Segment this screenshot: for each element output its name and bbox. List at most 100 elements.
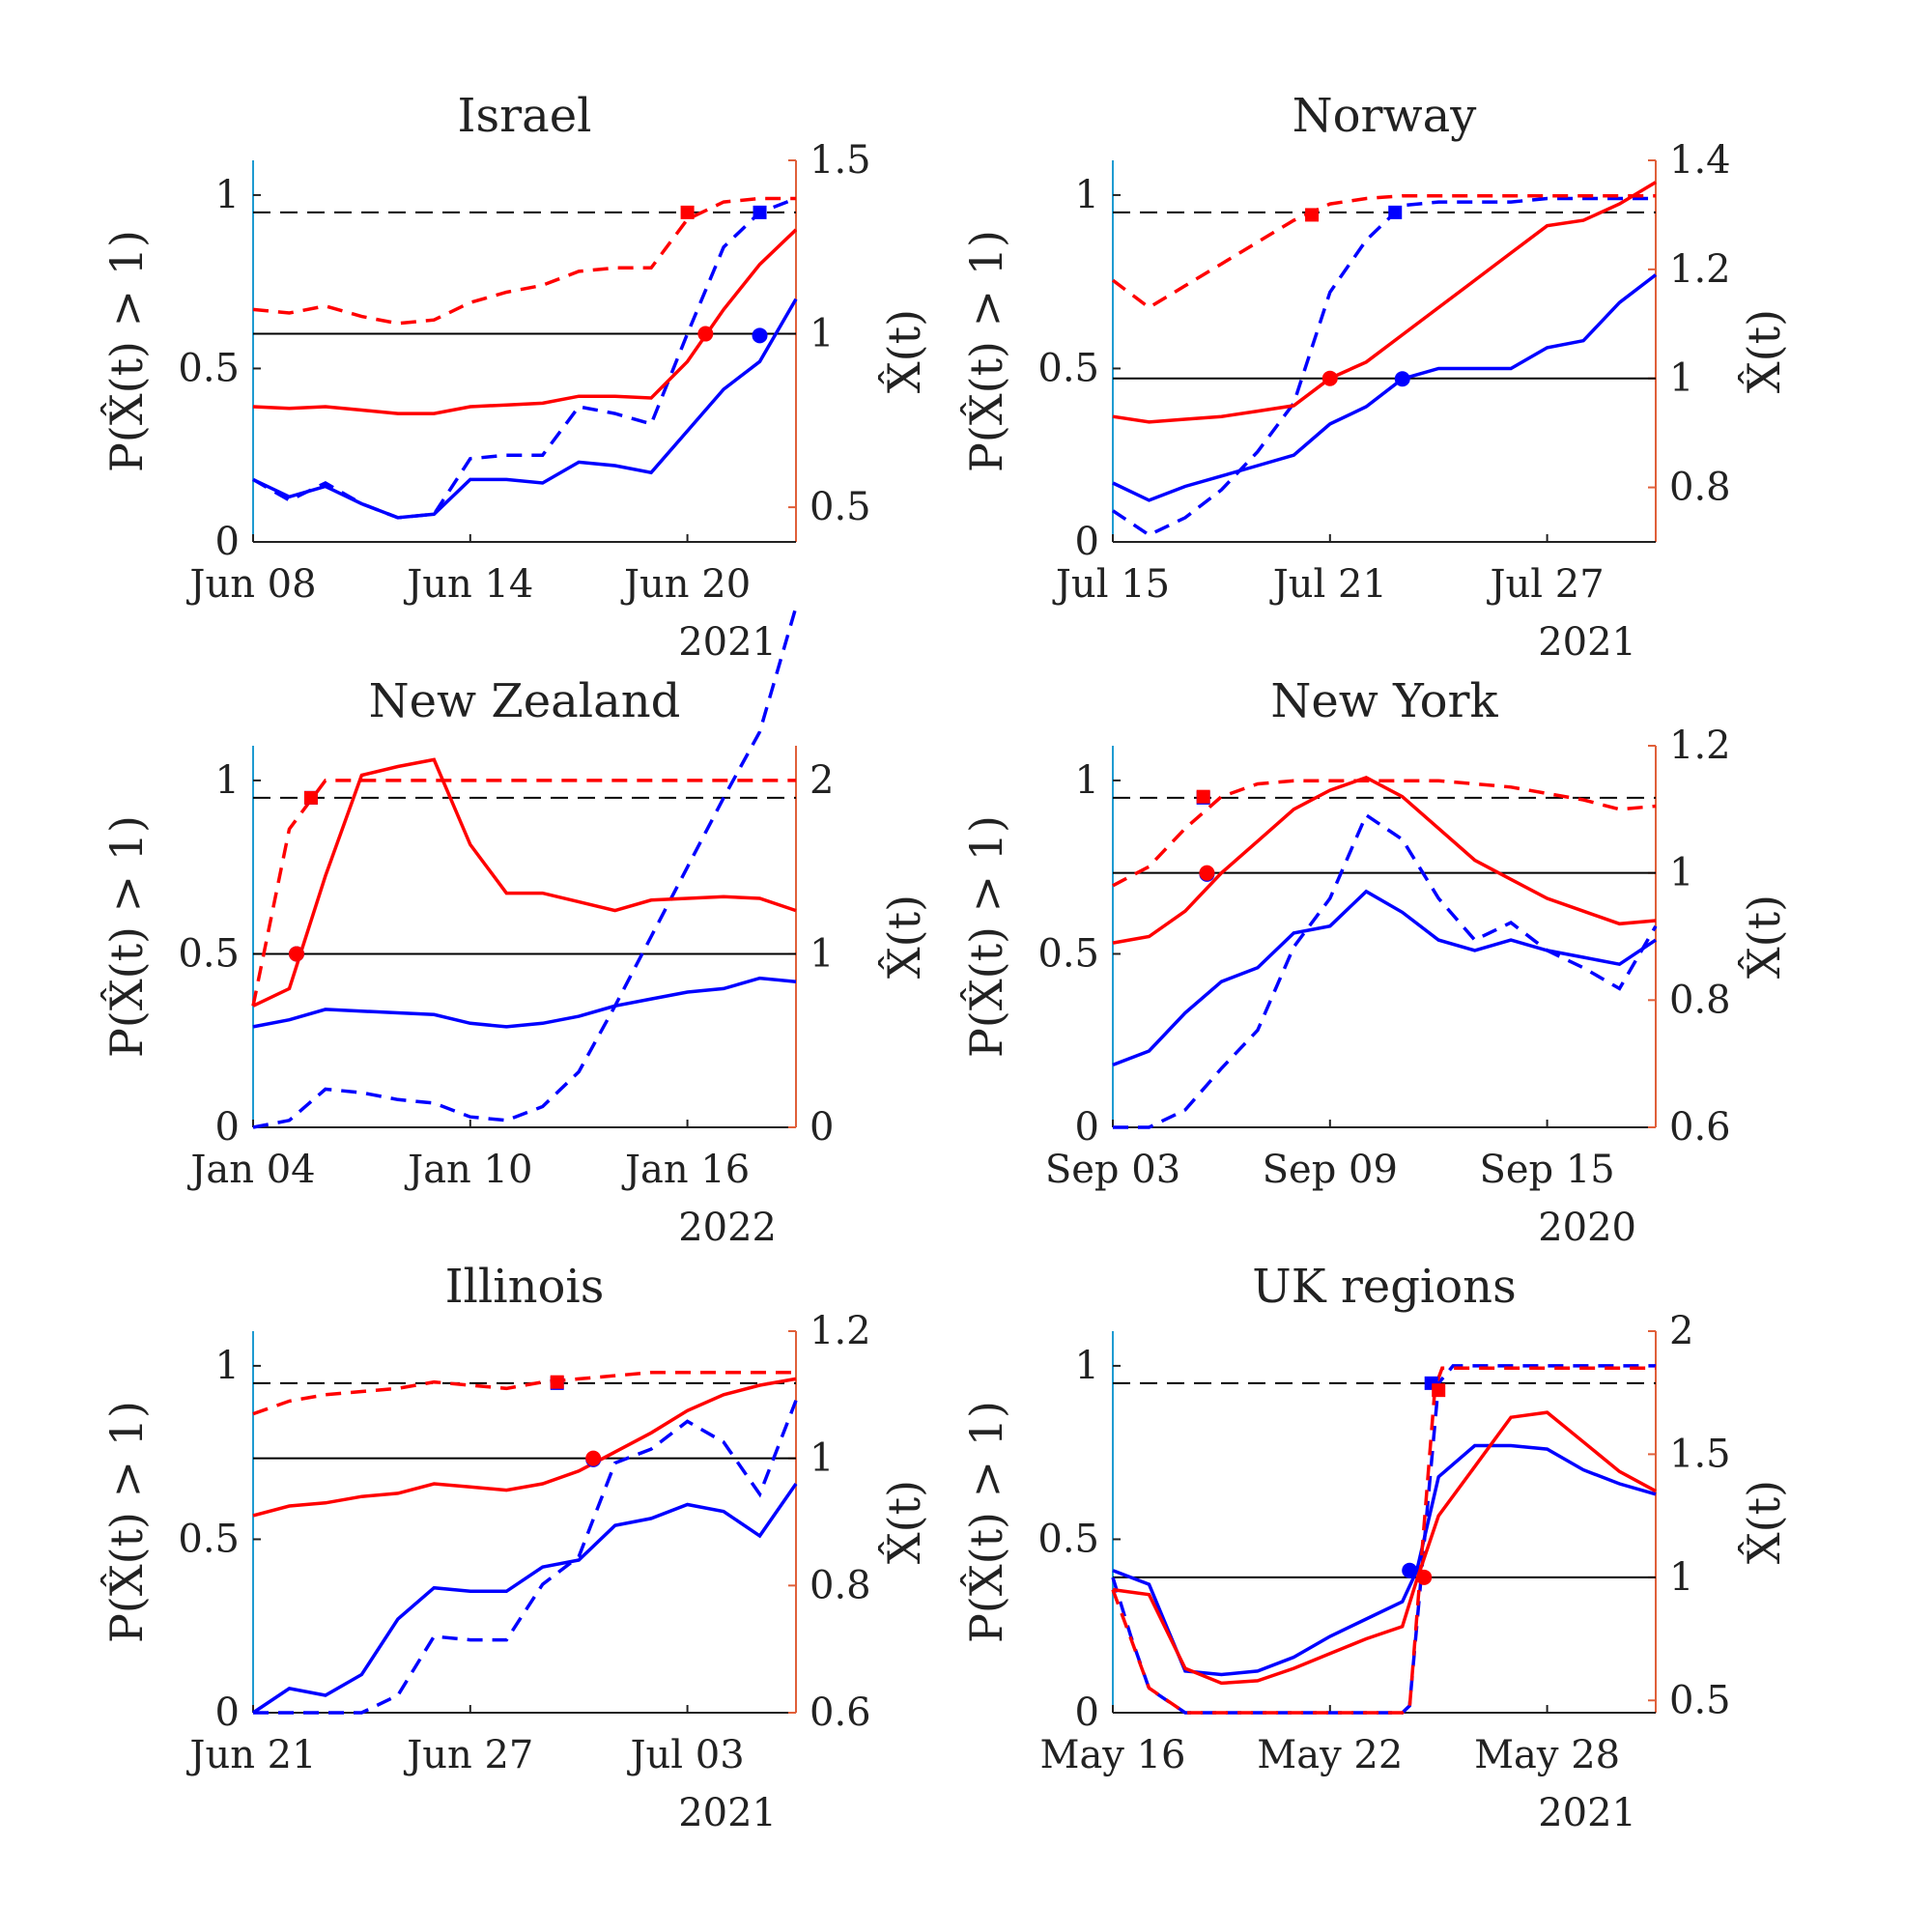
panel-israel: Israel 2021 P(X̂(t) > 1) X̂(t) Jun 08 Jun… — [100, 89, 930, 665]
x-tick-label: Jul 21 — [1269, 562, 1387, 607]
right-tick-label: 0.8 — [810, 1563, 871, 1607]
left-axis-label: P(X̂(t) > 1) — [960, 230, 1012, 472]
right-axis-label: X̂(t) — [1738, 895, 1790, 979]
right-tick-label: 1.2 — [810, 1309, 871, 1353]
right-tick-label: 1.5 — [810, 138, 871, 183]
x-axis-year: 2021 — [1538, 1791, 1636, 1835]
panel-new-york: New York 2020 P(X̂(t) > 1) X̂(t) Sep 03 S… — [960, 674, 1790, 1250]
left-tick-label: 1 — [1075, 173, 1099, 217]
blue-solid-series — [252, 1483, 798, 1715]
x-axis-year: 2021 — [1538, 620, 1636, 665]
left-axis-label: P(X̂(t) > 1) — [960, 815, 1012, 1058]
x-axis-year: 2021 — [678, 1791, 777, 1835]
right-axis-label: X̂(t) — [878, 309, 930, 393]
left-tick-label: 0 — [215, 1690, 240, 1735]
right-axis-label: X̂(t) — [1738, 1480, 1790, 1564]
x-tick-label: Sep 03 — [1045, 1148, 1180, 1192]
x-tick-label: Jul 27 — [1486, 562, 1604, 607]
right-tick-label: 1.4 — [1669, 138, 1731, 183]
blue-crossing-marker — [1394, 371, 1410, 387]
left-tick-label: 0 — [1075, 1105, 1099, 1150]
red-dashed-series — [252, 1371, 796, 1416]
left-axis-label: P(X̂(t) > 1) — [100, 1401, 153, 1643]
x-tick-label: Jan 04 — [186, 1148, 315, 1192]
x-axis-year: 2022 — [678, 1206, 777, 1250]
red-solid-series — [1112, 181, 1657, 424]
x-axis-year: 2020 — [1538, 1206, 1636, 1250]
x-tick-label: Sep 15 — [1479, 1148, 1614, 1192]
red-solid-series — [252, 228, 798, 415]
right-tick-label: 1 — [810, 1436, 834, 1481]
x-tick-label: Jun 08 — [185, 562, 316, 607]
left-tick-label: 1 — [215, 1344, 240, 1388]
right-tick-label: 0.6 — [810, 1690, 871, 1735]
left-tick-label: 0 — [1075, 520, 1099, 564]
red-threshold-marker — [1432, 1383, 1446, 1398]
left-tick-label: 1 — [1075, 1344, 1099, 1388]
blue-dashed-series — [252, 606, 798, 1129]
right-tick-label: 1 — [1669, 1555, 1693, 1600]
right-tick-label: 0 — [810, 1105, 834, 1150]
blue-threshold-marker — [1388, 205, 1403, 219]
x-tick-label: Jul 15 — [1052, 562, 1170, 607]
x-axis-year: 2021 — [678, 620, 777, 665]
x-tick-label: Jul 03 — [626, 1733, 744, 1777]
right-tick-label: 1.2 — [1669, 247, 1731, 292]
red-crossing-marker — [288, 946, 304, 962]
blue-dashed-series — [253, 1400, 798, 1715]
left-tick-label: 0 — [1075, 1690, 1099, 1735]
panel-new-zealand: New Zealand 2022 P(X̂(t) > 1) X̂(t) Jan … — [100, 606, 930, 1250]
left-tick-label: 1 — [215, 173, 240, 217]
blue-solid-series — [1112, 1443, 1657, 1677]
right-tick-label: 1 — [1669, 356, 1693, 401]
left-tick-label: 0.5 — [1037, 346, 1099, 390]
red-threshold-marker — [1196, 789, 1210, 804]
panel-title: New Zealand — [369, 674, 681, 728]
left-tick-label: 0.5 — [1037, 931, 1099, 976]
blue-solid-series — [252, 298, 798, 520]
blue-solid-series — [252, 976, 797, 1029]
left-tick-label: 0.5 — [178, 931, 240, 976]
right-tick-label: 0.5 — [810, 485, 871, 529]
x-tick-label: May 22 — [1257, 1733, 1403, 1777]
left-tick-label: 0.5 — [178, 1517, 240, 1561]
red-dashed-series — [251, 779, 796, 1007]
left-axis-label: P(X̂(t) > 1) — [960, 1401, 1012, 1643]
blue-dashed-series — [1113, 812, 1658, 1129]
x-tick-label: Jun 21 — [185, 1733, 316, 1777]
red-solid-series — [1112, 1410, 1657, 1686]
panel-norway: Norway 2021 P(X̂(t) > 1) X̂(t) Jul 15 Jul… — [960, 89, 1790, 665]
red-threshold-marker — [680, 205, 695, 219]
blue-threshold-marker — [753, 205, 767, 219]
panel-title: Illinois — [445, 1260, 605, 1314]
panel-uk-regions: UK regions 2021 P(X̂(t) > 1) X̂(t) May 1… — [960, 1260, 1790, 1835]
right-tick-label: 1 — [1669, 851, 1693, 895]
panel-illinois: Illinois 2021 P(X̂(t) > 1) X̂(t) Jun 21 J… — [100, 1260, 930, 1835]
blue-solid-series — [1112, 273, 1658, 502]
left-axis-label: P(X̂(t) > 1) — [100, 815, 153, 1058]
x-tick-label: Sep 09 — [1263, 1148, 1398, 1192]
left-tick-label: 0.5 — [1037, 1517, 1099, 1561]
red-crossing-marker — [585, 1450, 602, 1466]
right-axis-label: X̂(t) — [878, 1480, 930, 1564]
left-axis-label: P(X̂(t) > 1) — [100, 230, 153, 472]
red-dashed-series — [1112, 779, 1657, 888]
red-threshold-marker — [303, 790, 318, 805]
x-tick-label: Jan 10 — [404, 1148, 532, 1192]
blue-dashed-series — [1112, 196, 1656, 537]
red-dashed-series — [252, 196, 796, 326]
right-tick-label: 0.8 — [1669, 466, 1731, 510]
red-dashed-series — [1111, 193, 1656, 310]
x-tick-label: Jun 27 — [403, 1733, 533, 1777]
red-solid-series — [252, 757, 797, 1008]
red-crossing-marker — [697, 326, 714, 342]
x-tick-label: Jun 20 — [620, 562, 751, 607]
left-tick-label: 0 — [215, 1105, 240, 1150]
red-solid-series — [252, 1377, 797, 1518]
right-tick-label: 1.5 — [1669, 1432, 1731, 1476]
left-tick-label: 1 — [1075, 758, 1099, 803]
right-tick-label: 0.8 — [1669, 978, 1731, 1022]
panel-title: Norway — [1293, 89, 1477, 143]
right-tick-label: 1.2 — [1669, 724, 1731, 768]
panel-title: New York — [1270, 674, 1498, 728]
